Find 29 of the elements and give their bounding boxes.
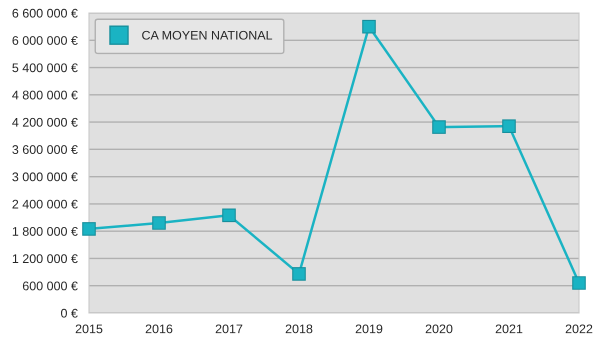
point [82,222,96,236]
y-tick-label: 2 400 000 € [12,200,78,209]
point [572,276,586,290]
x-tick-label: 2018 [286,324,312,334]
x-tick-label: 2017 [216,324,242,334]
y-tick-label: 1 800 000 € [12,226,78,236]
y-tick-label: 1 200 000 € [12,254,78,264]
y-tick-label: 600 000 € [22,282,78,290]
point [152,216,166,230]
y-tick-label: 4 200 000 € [12,118,78,127]
point [362,20,376,34]
y-tick-label: 5 400 000 € [12,63,78,72]
point [292,267,306,281]
x-tick-label: 2015 [76,324,102,334]
x-tick-label: 2021 [496,324,522,334]
y-tick-label: 6 600 000 € [12,8,78,18]
point [432,120,446,134]
y-tick-label: 0 € [61,308,78,318]
x-tick-label: 2019 [356,324,382,334]
y-tick-label: 3 600 000 € [12,145,78,154]
y-tick-label: 4 800 000 € [12,90,78,100]
x-tick-label: 2016 [146,324,172,334]
legend-label: CA MOYEN NATIONAL [142,30,272,40]
y-tick-label: 3 000 000 € [12,172,78,182]
x-tick-label: 2020 [426,324,452,334]
x-tick-label: 2022 [566,324,592,334]
point [502,119,516,133]
y-tick-label: 6 000 000 € [12,36,78,45]
point [222,208,236,222]
